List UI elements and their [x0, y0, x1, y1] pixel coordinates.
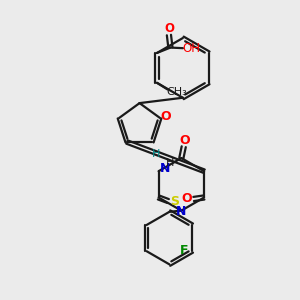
Text: F: F	[180, 244, 189, 257]
Text: CH₃: CH₃	[167, 87, 188, 98]
Text: S: S	[170, 195, 179, 208]
Text: O: O	[164, 22, 174, 35]
Text: O: O	[160, 110, 171, 123]
Text: OH: OH	[182, 42, 200, 55]
Text: N: N	[176, 205, 187, 218]
Text: O: O	[180, 134, 190, 147]
Text: H: H	[152, 149, 160, 159]
Text: H: H	[167, 158, 175, 168]
Text: N: N	[160, 162, 170, 175]
Text: O: O	[182, 193, 192, 206]
